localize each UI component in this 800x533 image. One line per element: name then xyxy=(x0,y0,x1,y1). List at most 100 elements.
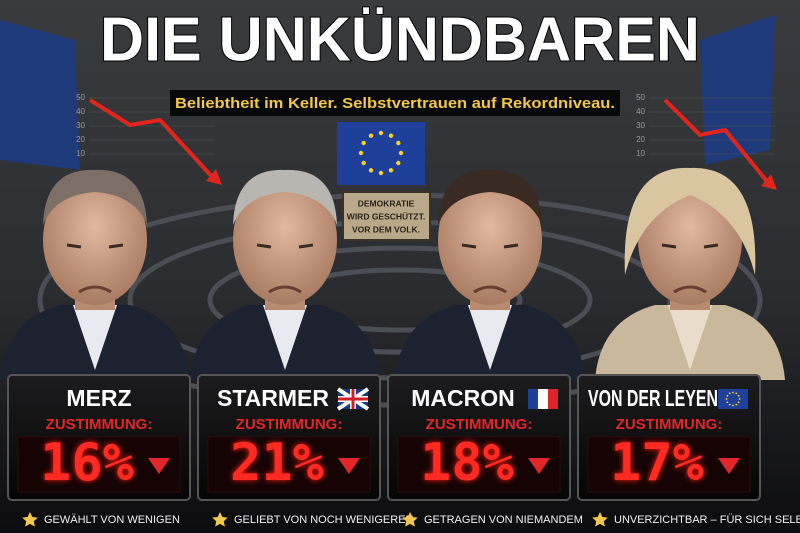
flag-uk-cross xyxy=(338,389,368,409)
hair xyxy=(43,169,147,225)
approval-value: 17% xyxy=(610,433,704,493)
person xyxy=(395,169,585,380)
sign-line: VOR DEM VOLK. xyxy=(352,224,420,234)
approval-panel: VON DER LEYEN ZUSTIMMUNG:17% UNVERZICHTBAR… xyxy=(577,374,800,527)
flag-fr xyxy=(538,389,548,409)
shirt xyxy=(73,305,117,370)
eyes xyxy=(461,243,519,249)
falling-arrow xyxy=(663,98,772,187)
politician-name: VON DER LEYEN xyxy=(588,385,718,411)
star xyxy=(361,140,366,146)
eu-stars xyxy=(358,130,404,176)
approval-label: ZUSTIMMUNG: xyxy=(426,416,533,433)
approval-label: ZUSTIMMUNG: xyxy=(616,416,723,433)
frown xyxy=(78,285,112,294)
caption: UNVERZICHTBAR – FÜR SICH SELBST xyxy=(614,514,800,526)
caption-star xyxy=(402,512,418,527)
shirt xyxy=(668,305,712,370)
chart-tick-label: 10 xyxy=(76,149,85,158)
star xyxy=(378,130,384,136)
star xyxy=(368,133,374,138)
people xyxy=(0,167,785,380)
approval-panel: STARMER ZUSTIMMUNG:21% GELIEBT VON NOCH WE… xyxy=(197,374,414,527)
approval-label: ZUSTIMMUNG: xyxy=(236,416,343,433)
politician-name: MERZ xyxy=(66,385,131,411)
star xyxy=(737,401,740,404)
star xyxy=(728,392,731,395)
face xyxy=(233,175,337,305)
caption: GETRAGEN VON NIEMANDEM xyxy=(424,514,583,526)
shirt xyxy=(263,305,307,370)
approval-value: 16% xyxy=(40,433,134,493)
hair xyxy=(624,167,756,275)
flag-eu xyxy=(718,389,748,409)
chart-tick-label: 10 xyxy=(636,149,645,158)
star xyxy=(737,394,740,397)
star xyxy=(732,391,734,394)
person xyxy=(595,167,785,380)
hair xyxy=(233,169,337,225)
approval-value: 18% xyxy=(420,433,514,493)
caption: GELIEBT VON NOCH WENIGEREN xyxy=(234,514,414,526)
eyes xyxy=(66,243,124,249)
eu-flag-right xyxy=(700,15,775,165)
down-triangle xyxy=(148,458,170,474)
eyes xyxy=(661,243,719,249)
sign xyxy=(342,191,431,241)
hair xyxy=(438,169,542,225)
flag-fr xyxy=(548,389,558,409)
politician-name: STARMER xyxy=(217,385,329,411)
chart-tick-label: 50 xyxy=(76,93,85,102)
sign-text: DEMOKRATIE WIRD GESCHÜTZT. VOR DEM VOLK. xyxy=(347,198,425,234)
star xyxy=(725,398,728,400)
star xyxy=(735,392,738,395)
eyes xyxy=(256,243,314,249)
frown xyxy=(673,285,707,294)
star xyxy=(396,160,401,166)
caption-star xyxy=(592,512,608,527)
flag-fr xyxy=(528,389,538,409)
eu-flag-left xyxy=(0,20,80,170)
down-triangle xyxy=(528,458,550,474)
falling-arrow xyxy=(88,98,217,182)
subtitle: Beliebtheit im Keller. Selbstvertrauen a… xyxy=(175,95,615,112)
star xyxy=(396,140,401,146)
star xyxy=(726,394,729,397)
star xyxy=(738,398,741,400)
star xyxy=(388,133,394,138)
star xyxy=(368,168,374,173)
chart-tick-label: 50 xyxy=(636,93,645,102)
sign-line: WIRD GESCHÜTZT. xyxy=(347,211,425,221)
arrow-head xyxy=(206,169,222,185)
person xyxy=(190,169,380,380)
subtitle-box xyxy=(170,90,620,116)
frown xyxy=(473,285,507,294)
arrow-head xyxy=(761,174,777,190)
sign-line: DEMOKRATIE xyxy=(358,198,415,208)
down-triangle xyxy=(338,458,360,474)
politician-name: MACRON xyxy=(411,385,515,411)
caption: GEWÄHLT VON WENIGEN xyxy=(44,514,180,526)
frown xyxy=(268,285,302,294)
star xyxy=(728,403,731,406)
background-charts: 50 40 30 20 10 50 40 30 20 10 xyxy=(76,93,777,190)
down-triangle xyxy=(718,458,740,474)
chart-tick-label: 30 xyxy=(636,121,645,130)
chart-tick-label: 40 xyxy=(636,107,645,116)
star xyxy=(732,404,734,407)
caption-star xyxy=(212,512,228,527)
approval-label: ZUSTIMMUNG: xyxy=(46,416,153,433)
person xyxy=(0,169,190,380)
chart-tick-label: 20 xyxy=(76,135,85,144)
chart-tick-label: 40 xyxy=(76,107,85,116)
approval-panel: MACRON ZUSTIMMUNG:18% GETRAGEN VON NIEMAND… xyxy=(387,374,583,527)
chart-tick-label: 30 xyxy=(76,121,85,130)
approval-panel: MERZ ZUSTIMMUNG:16% GEWÄHLT VON WENIGEN xyxy=(7,374,191,527)
face xyxy=(43,175,147,305)
title: DIE UNKÜNDBAREN xyxy=(100,5,700,74)
star xyxy=(726,401,729,404)
shirt xyxy=(468,305,512,370)
star xyxy=(735,403,738,406)
